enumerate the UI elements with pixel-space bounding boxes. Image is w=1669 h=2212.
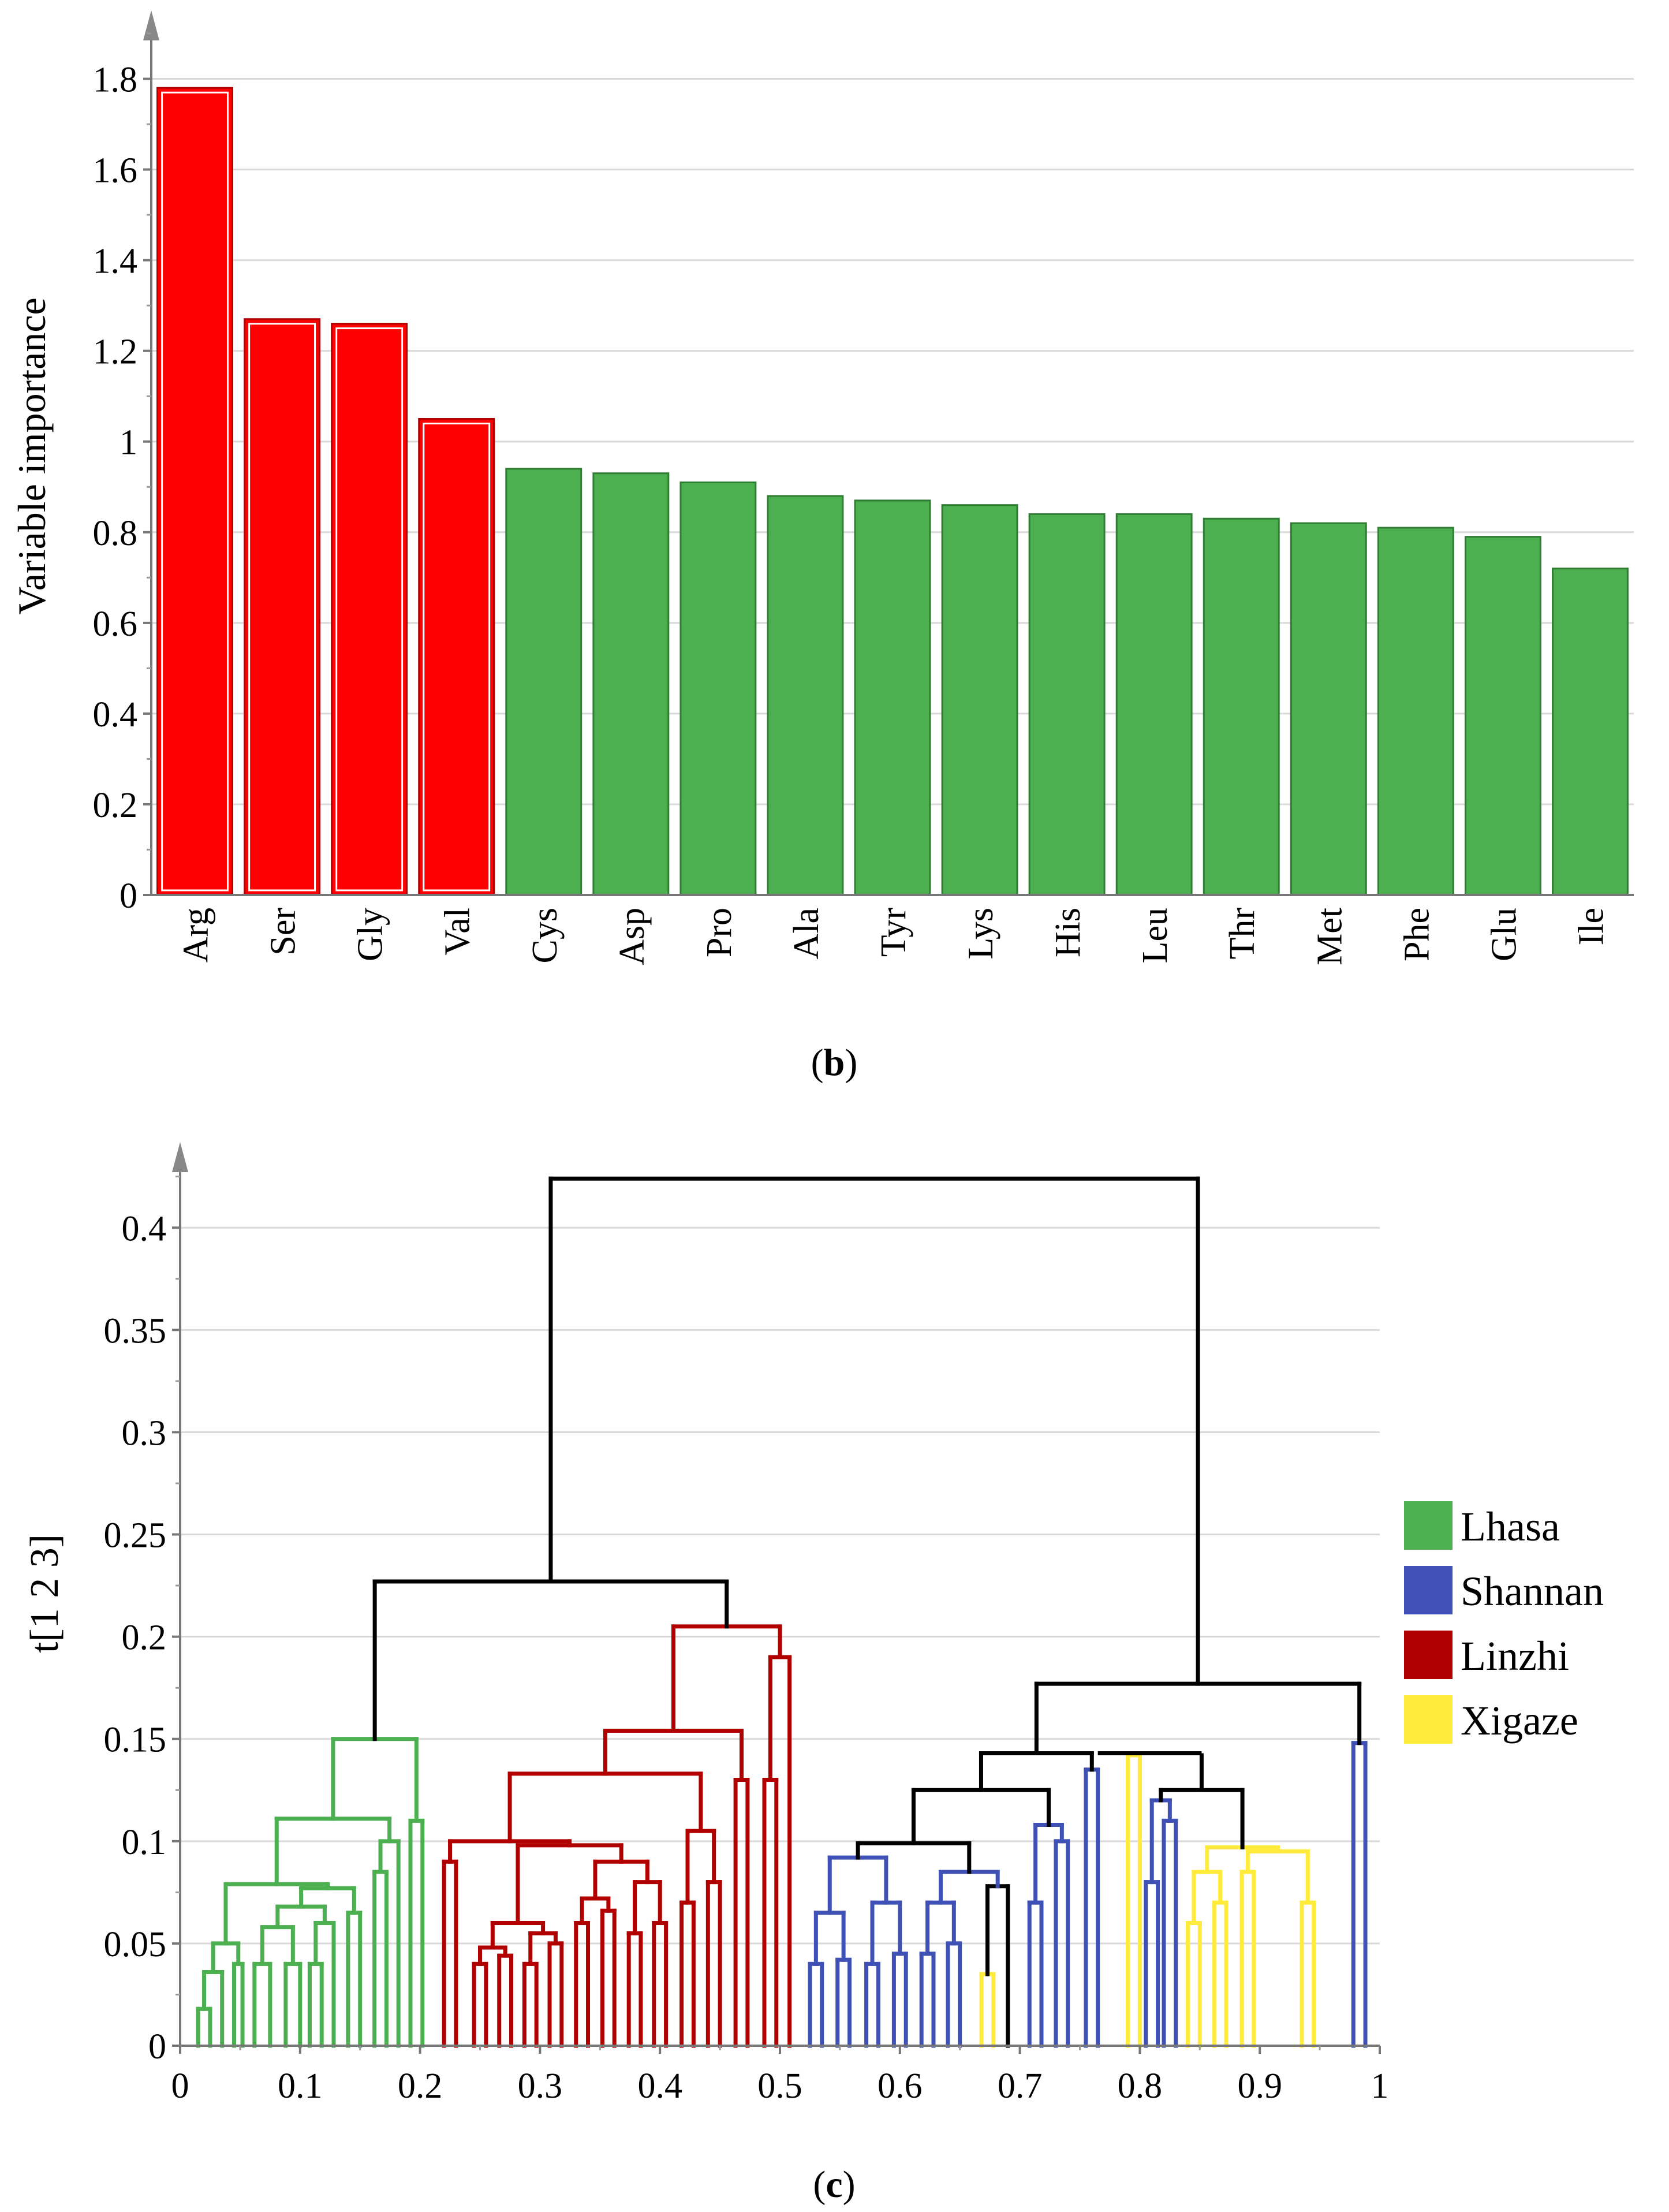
c-y-axis-arrow [172,1142,188,1172]
c-x-tick-label: 0.1 [278,2066,323,2106]
bar-asp [592,472,670,896]
b-x-tick-label-pro: Pro [700,908,739,957]
b-x-tick-label-val: Val [438,908,477,956]
bar-inner-outline-val [423,422,491,891]
c-y-tick-label: 0.35 [104,1311,167,1351]
bar-phe [1377,527,1454,896]
c-x-tick-label: 1 [1371,2066,1389,2106]
legend-swatch-shannan [1404,1566,1453,1614]
b-y-tick-label: 1.4 [93,242,138,281]
b-y-tick-label: 1 [120,423,137,462]
legend-swatch-linzhi [1404,1631,1453,1679]
b-x-ticks: Arg Ser Gly Val Cys Asp Pro Ala Tyr Lys His Leu Thr M… [177,908,1611,965]
b-x-tick-label-leu: Leu [1136,908,1175,963]
bar-ile [1552,568,1629,896]
c-legend: Lhasa Shannan Linzhi Xigaze [1404,1501,1604,1744]
b-x-tick-label-his: His [1048,908,1088,957]
c-y-tick-label: 0.3 [122,1413,167,1453]
b-x-tick-label-cys: Cys [525,908,565,963]
bar-glu [1464,536,1541,896]
caption-c-letter: c [826,2163,842,2206]
bar-ser [244,318,321,896]
b-x-tick-label-tyr: Tyr [874,908,913,957]
b-x-tick-label-thr: Thr [1223,908,1262,960]
c-y-tick-label: 0.2 [122,1618,167,1658]
panel-c-dendrogram: 0 0.05 0.1 0.15 0.2 0.25 0.3 0.35 0.4 0 0.1 0.2 0.3… [23,1142,1604,2206]
c-y-tick-label: 0 [148,2027,166,2066]
bar-pro [679,481,757,896]
c-y-ticks: 0 0.05 0.1 0.15 0.2 0.25 0.3 0.35 0.4 [104,1176,180,2066]
caption-c: (c) [813,2163,855,2206]
c-x-ticks: 0 0.1 0.2 0.3 0.4 0.5 0.6 0.7 0.8 0.9 1 [171,2046,1389,2106]
legend-label-lhasa: Lhasa [1461,1504,1560,1550]
b-x-tick-label-ala: Ala [787,908,826,960]
b-y-tick-label: 1.2 [93,333,138,372]
bar-ala [767,495,844,896]
b-x-tick-label-asp: Asp [613,908,652,965]
b-y-tick-label: 0.8 [93,514,138,553]
c-y-tick-label: 0.4 [122,1209,167,1248]
bar-gly [331,323,408,896]
panel-b-bar-chart: 0 0.2 0.4 0.6 0.8 1 1.2 1.4 1.6 1.8 Arg Ser Gly Val C… [10,10,1634,1084]
b-y-axis-arrow [143,10,159,40]
legend-swatch-lhasa [1404,1501,1453,1550]
c-x-tick-label: 0.3 [518,2066,563,2106]
c-x-tick-label: 0.8 [1118,2066,1163,2106]
b-x-tick-label-ile: Ile [1571,908,1611,945]
b-x-tick-label-met: Met [1310,908,1349,965]
bar-val [418,417,495,896]
bar-cys [505,468,583,896]
c-x-tick-label: 0.4 [637,2066,682,2106]
c-x-tick-label: 0.9 [1237,2066,1282,2106]
b-y-tick-label: 0.6 [93,605,138,644]
b-x-tick-label-gly: Gly [351,908,390,961]
b-y-tick-label: 0 [120,876,137,916]
c-y-tick-label: 0.1 [122,1823,167,1862]
c-x-tick-label: 0.5 [757,2066,802,2106]
b-y-tick-label: 0.4 [93,695,138,734]
bar-arg [156,87,233,896]
bar-inner-outline-arg [161,91,229,891]
c-x-tick-label: 0.2 [398,2066,443,2106]
c-y-axis-label: t[1 2 3] [23,1534,67,1653]
c-x-tick-label: 0.7 [998,2066,1043,2106]
legend-label-shannan: Shannan [1461,1568,1604,1614]
legend-label-linzhi: Linzhi [1461,1633,1569,1679]
b-y-axis-label: Variable importance [10,297,54,614]
c-x-tick-label: 0.6 [878,2066,923,2106]
bar-lys [941,504,1018,896]
b-x-tick-label-glu: Glu [1484,908,1524,961]
b-x-tick-label-arg: Arg [177,908,216,963]
legend-label-xigaze: Xigaze [1461,1698,1578,1744]
b-x-tick-label-ser: Ser [264,908,303,956]
b-y-tick-label: 1.6 [93,151,138,191]
bar-thr [1203,517,1280,896]
legend-swatch-xigaze [1404,1695,1453,1744]
c-dendrogram-links [196,1176,1368,2048]
bar-inner-outline-gly [335,327,404,891]
bar-his [1028,513,1106,896]
caption-b: (b) [811,1042,858,1084]
b-y-tick-label: 0.2 [93,786,138,825]
c-y-tick-label: 0.05 [104,1925,167,1964]
b-x-tick-label-lys: Lys [961,908,1000,960]
c-y-tick-label: 0.25 [104,1516,167,1556]
b-bars [156,87,1629,896]
bar-inner-outline-ser [248,323,316,891]
b-y-tick-label: 1.8 [93,61,138,100]
b-y-ticks: 0 0.2 0.4 0.6 0.8 1 1.2 1.4 1.6 1.8 [93,32,151,916]
caption-b-letter: b [824,1042,845,1084]
b-x-tick-label-phe: Phe [1397,908,1436,961]
c-x-tick-label: 0 [171,2066,189,2106]
bar-tyr [854,499,931,896]
bar-met [1290,522,1367,896]
bar-leu [1115,513,1193,896]
c-y-tick-label: 0.15 [104,1721,167,1760]
